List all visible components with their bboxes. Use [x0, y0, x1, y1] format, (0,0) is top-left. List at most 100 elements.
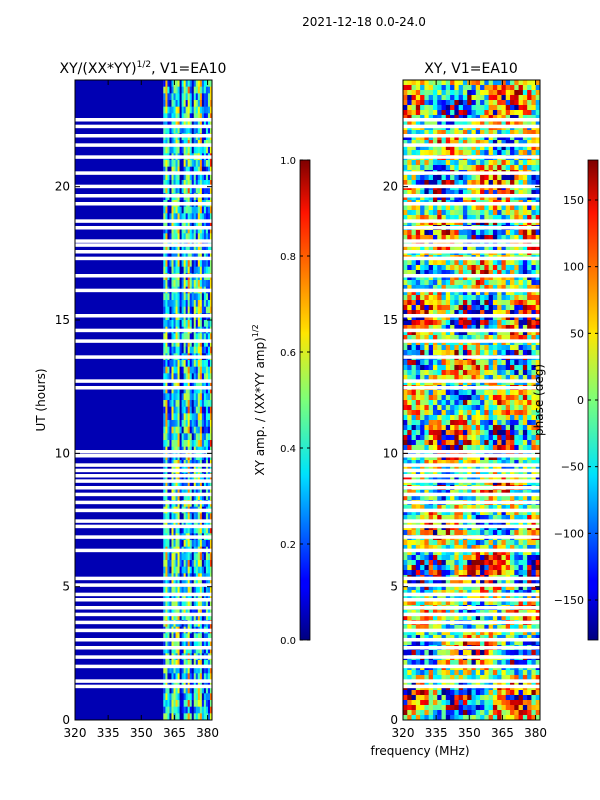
heatmap-cell — [450, 285, 455, 291]
heatmap-cell — [437, 205, 442, 211]
heatmap-cell — [531, 160, 537, 166]
heatmap-cell — [165, 113, 168, 121]
heatmap-cell — [185, 173, 189, 181]
heatmap-cell — [432, 415, 438, 421]
heatmap-cell — [169, 280, 172, 288]
heatmap-cell — [471, 260, 477, 266]
heatmap-cell — [454, 325, 460, 331]
heatmap-cell — [454, 80, 460, 86]
heatmap-cell — [173, 660, 176, 668]
heatmap-cell — [518, 280, 524, 286]
heatmap-cell — [535, 370, 540, 376]
heatmap-cell — [458, 390, 464, 396]
heatmap-cell — [415, 465, 421, 471]
heatmap-cell — [177, 120, 180, 128]
heatmap-cell — [454, 390, 460, 396]
heatmap-cell — [193, 513, 197, 521]
heatmap-cell — [445, 190, 451, 196]
heatmap-cell — [497, 210, 502, 216]
heatmap-cell — [501, 135, 507, 141]
heatmap-cell — [181, 213, 185, 221]
heatmap-cell — [403, 295, 408, 301]
heatmap-cell — [185, 306, 189, 314]
heatmap-cell — [195, 593, 199, 601]
heatmap-cell — [195, 146, 199, 154]
heatmap-cell — [193, 380, 197, 388]
heatmap-cell — [518, 425, 524, 431]
heatmap-cell — [403, 230, 408, 236]
heatmap-cell — [193, 440, 197, 448]
heatmap-cell — [205, 566, 209, 574]
heatmap-cell — [428, 275, 434, 281]
heatmap-cell — [181, 706, 185, 714]
heatmap-cell — [454, 305, 460, 311]
heatmap-cell — [505, 315, 511, 321]
x-tick-label: 320 — [64, 726, 87, 740]
heatmap-cell — [185, 320, 189, 328]
heatmap-cell — [193, 360, 197, 368]
heatmap-cell — [167, 320, 170, 328]
heatmap-cell — [177, 160, 180, 168]
heatmap-cell — [428, 425, 434, 431]
heatmap-cell — [535, 230, 540, 236]
heatmap-cell — [522, 345, 528, 351]
heatmap-cell — [193, 173, 197, 181]
heatmap-cell — [171, 426, 174, 434]
heatmap-cell — [189, 260, 193, 268]
heatmap-cell — [181, 346, 185, 354]
heatmap-cell — [163, 520, 166, 528]
heatmap-cell — [195, 306, 199, 314]
heatmap-cell — [171, 186, 174, 194]
heatmap-cell — [175, 173, 178, 181]
heatmap-cell — [522, 375, 528, 381]
heatmap-cell — [445, 350, 451, 356]
heatmap-cell — [189, 146, 193, 154]
heatmap-cell — [195, 440, 199, 448]
heatmap-cell — [475, 320, 481, 326]
heatmap-cell — [441, 415, 447, 421]
heatmap-cell — [187, 713, 191, 720]
heatmap-cell — [203, 333, 207, 341]
heatmap-cell — [205, 686, 209, 694]
heatmap-cell — [428, 110, 434, 116]
heatmap-cell — [185, 526, 189, 534]
heatmap-cell — [167, 426, 170, 434]
heatmap-cell — [189, 106, 193, 114]
heatmap-cell — [177, 386, 180, 394]
heatmap-cell — [167, 440, 170, 448]
heatmap-cell — [415, 235, 421, 241]
heatmap-cell — [462, 215, 468, 221]
heatmap-cell — [407, 160, 412, 166]
heatmap-cell — [471, 270, 477, 276]
heatmap-cell — [163, 266, 166, 274]
heatmap-cell — [203, 413, 207, 421]
heatmap-cell — [167, 693, 170, 701]
heatmap-cell — [428, 100, 434, 106]
heatmap-cell — [454, 405, 460, 411]
heatmap-cell — [492, 460, 498, 466]
heatmap-cell — [510, 295, 515, 301]
heatmap-cell — [407, 205, 412, 211]
heatmap-cell — [171, 280, 174, 288]
heatmap-cell — [505, 235, 511, 241]
heatmap-cell — [203, 493, 207, 501]
heatmap-cell — [492, 175, 498, 181]
heatmap-cell — [535, 90, 540, 96]
heatmap-cell — [407, 300, 412, 306]
heatmap-cell — [522, 315, 528, 321]
heatmap-cell — [163, 526, 166, 534]
heatmap-cell — [167, 360, 170, 368]
heatmap-cell — [535, 390, 540, 396]
heatmap-cell — [432, 360, 438, 366]
heatmap-cell — [505, 90, 511, 96]
heatmap-cell — [403, 310, 408, 316]
heatmap-cell — [458, 465, 464, 471]
heatmap-cell — [484, 370, 490, 376]
heatmap-cell — [203, 360, 207, 368]
heatmap-cell — [454, 320, 460, 326]
flagged-row — [75, 256, 212, 261]
heatmap-cell — [205, 586, 209, 594]
heatmap-cell — [462, 440, 468, 446]
heatmap-cell — [514, 365, 519, 371]
heatmap-cell — [480, 470, 485, 476]
